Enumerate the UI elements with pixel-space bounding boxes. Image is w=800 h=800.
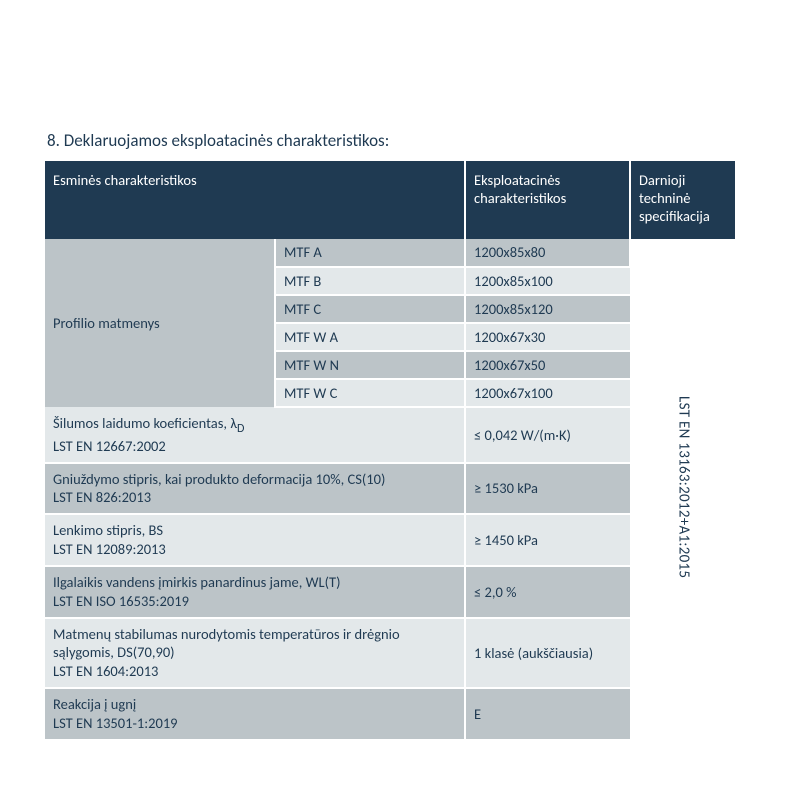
property-value: ≤ 0,042 W/(m·K) — [465, 407, 630, 462]
profile-variant-value: 1200x85x80 — [465, 239, 630, 266]
property-standard: LST EN 12667:2002 — [53, 437, 456, 456]
property-label: Šilumos laidumo koeficientas, λDLST EN 1… — [45, 407, 465, 462]
property-label: Matmenų stabilumas nurodytomis temperatū… — [45, 618, 465, 689]
property-value: ≥ 1450 kPa — [465, 514, 630, 566]
profile-variant-name: MTF B — [275, 267, 465, 295]
property-standard: LST EN 12089:2013 — [53, 540, 456, 559]
harmonised-spec: LST EN 13163:2012+A1:2015 — [674, 396, 693, 578]
property-name: Gniuždymo stipris, kai produkto deformac… — [53, 470, 385, 488]
property-name: Matmenų stabilumas nurodytomis temperatū… — [53, 625, 400, 662]
property-name: Šilumos laidumo koeficientas, λ — [53, 414, 237, 432]
property-label: Ilgalaikis vandens įmirkis panardinus ja… — [45, 566, 465, 618]
header-spec: Darnioji techninė specifikacija — [630, 161, 735, 239]
profile-variant-name: MTF C — [275, 295, 465, 323]
property-name: Lenkimo stipris, BS — [53, 521, 163, 539]
section-title: 8. Deklaruojamos eksploatacinės charakte… — [47, 130, 735, 151]
property-value: E — [465, 688, 630, 740]
characteristics-table: Esminės charakteristikos Eksploatacinės … — [45, 161, 735, 741]
profile-variant-name: MTF W C — [275, 379, 465, 407]
property-value: 1 klasė (aukščiausia) — [465, 618, 630, 689]
property-name: Ilgalaikis vandens įmirkis panardinus ja… — [53, 573, 341, 591]
harmonised-spec-cell: LST EN 13163:2012+A1:2015 — [630, 239, 735, 739]
profile-variant-name: MTF W A — [275, 323, 465, 351]
property-value: ≥ 1530 kPa — [465, 463, 630, 515]
profile-variant-value: 1200x67x30 — [465, 323, 630, 351]
profile-variant-value: 1200x85x100 — [465, 267, 630, 295]
property-label: Reakcija į ugnįLST EN 13501-1:2019 — [45, 688, 465, 740]
property-standard: LST EN 826:2013 — [53, 488, 456, 507]
property-standard: LST EN 1604:2013 — [53, 662, 456, 681]
header-performance: Eksploatacinės charakteristikos — [465, 161, 630, 239]
property-subscript: D — [237, 421, 244, 436]
profile-dimensions-label: Profilio matmenys — [45, 239, 275, 407]
profile-variant-value: 1200x67x100 — [465, 379, 630, 407]
profile-variant-value: 1200x85x120 — [465, 295, 630, 323]
property-label: Gniuždymo stipris, kai produkto deformac… — [45, 463, 465, 515]
property-standard: LST EN 13501-1:2019 — [53, 714, 456, 733]
profile-variant-name: MTF A — [275, 239, 465, 266]
header-essential: Esminės charakteristikos — [45, 161, 465, 239]
property-name: Reakcija į ugnį — [53, 695, 136, 713]
property-label: Lenkimo stipris, BSLST EN 12089:2013 — [45, 514, 465, 566]
property-standard: LST EN ISO 16535:2019 — [53, 592, 456, 611]
profile-variant-value: 1200x67x50 — [465, 351, 630, 379]
profile-variant-name: MTF W N — [275, 351, 465, 379]
property-value: ≤ 2,0 % — [465, 566, 630, 618]
